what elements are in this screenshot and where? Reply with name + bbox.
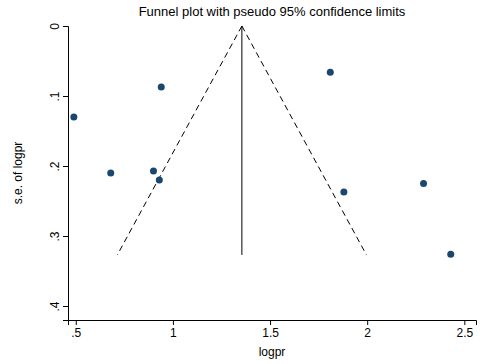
title: Funnel plot with pseudo 95% confidence l…: [139, 4, 406, 19]
pooled-estimate-line: [241, 26, 242, 255]
marks: [70, 26, 454, 258]
x-tick-mark: [76, 320, 77, 325]
x-tick-mark: [270, 320, 271, 325]
plot: .5 1 1.5 2 2.5 0 .1 .2 .3 .4: [48, 23, 477, 340]
study-point: [340, 188, 347, 195]
y-tick-label: .1: [48, 91, 62, 101]
x-tick-label: 1: [170, 326, 177, 340]
study-point: [158, 83, 165, 90]
x-tick: 2: [364, 320, 371, 340]
study-point: [150, 167, 157, 174]
x-tick-label: 1.5: [262, 326, 279, 340]
x-axis-line: [69, 321, 477, 326]
y-tick-mark: [63, 306, 68, 307]
x-tick: 2.5: [456, 320, 473, 340]
y-axis-title: s.e. of logpr: [11, 142, 25, 205]
y-tick: .4: [48, 301, 68, 311]
study-point: [70, 114, 77, 121]
y-tick-label: .2: [48, 161, 62, 171]
x-tick-mark: [367, 320, 368, 325]
x-tick-label: .5: [71, 326, 81, 340]
y-tick-label: 0: [48, 23, 62, 30]
study-point: [420, 180, 427, 187]
y-tick-label: .3: [48, 231, 62, 241]
y-tick-mark: [63, 166, 68, 167]
y-tick-mark: [63, 26, 68, 27]
x-axis: .5 1 1.5 2 2.5: [69, 320, 477, 340]
study-point: [156, 177, 163, 184]
study-point: [107, 170, 114, 177]
y-tick-label: .4: [48, 301, 62, 311]
x-tick: .5: [71, 320, 81, 340]
confidence-limit: [117, 26, 242, 255]
study-point: [447, 251, 454, 258]
y-tick: .3: [48, 231, 68, 241]
y-tick: .1: [48, 91, 68, 101]
y-tick: 0: [48, 23, 68, 30]
y-axis: 0 .1 .2 .3 .4: [48, 23, 69, 321]
chart: .5 1 1.5 2 2.5 0 .1 .2 .3 .4 Funnel plot with pseu…: [0, 0, 500, 364]
y-tick-mark: [63, 236, 68, 237]
x-axis-title: logpr: [259, 345, 286, 359]
x-tick-mark: [464, 320, 465, 325]
study-point: [327, 69, 334, 76]
y-tick: .2: [48, 161, 68, 171]
x-tick: 1.5: [262, 320, 279, 340]
y-axis-line: [63, 27, 69, 321]
x-tick: 1: [170, 320, 177, 340]
x-tick-mark: [173, 320, 174, 325]
confidence-limit: [242, 26, 367, 255]
x-tick-label: 2.5: [456, 326, 473, 340]
x-tick-label: 2: [364, 326, 371, 340]
y-tick-mark: [63, 96, 68, 97]
